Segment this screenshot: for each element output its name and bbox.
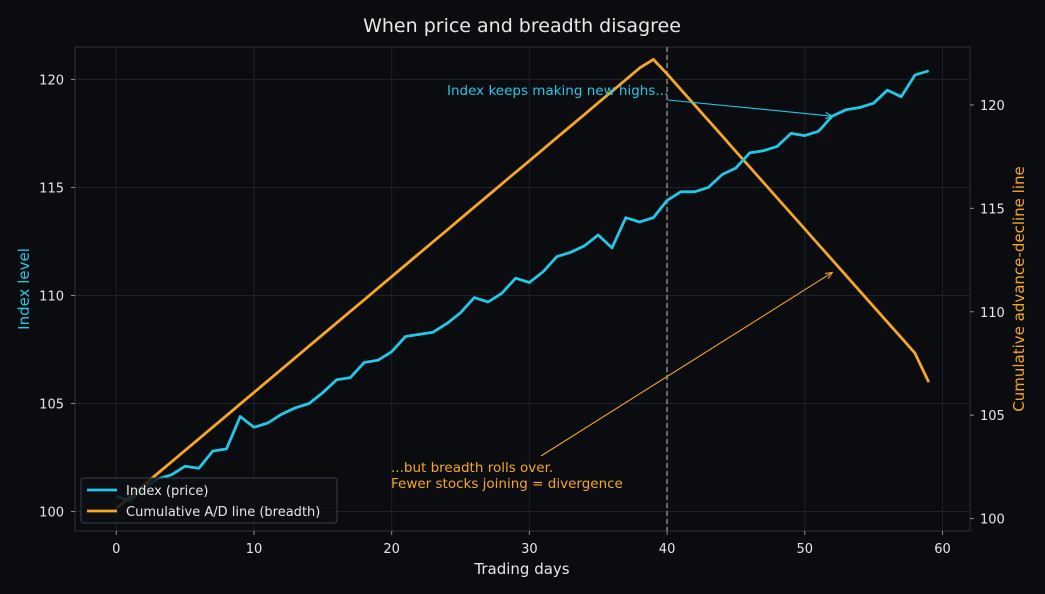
x-tick-label: 20 (383, 542, 400, 557)
y-axis-left-label: Index level (15, 248, 33, 330)
y-left-tick-label: 110 (39, 289, 64, 304)
annotation-breadth-line2: Fewer stocks joining = divergence (391, 476, 623, 492)
x-axis-label: Trading days (473, 560, 569, 578)
y-left-tick-label: 105 (39, 398, 64, 413)
grid (75, 47, 970, 531)
x-tick-label: 60 (934, 542, 951, 557)
annotation-price-arrow (667, 99, 832, 116)
y-axis-right-label: Cumulative advance-decline line (1010, 166, 1028, 411)
y-right-tick-label: 110 (980, 306, 1005, 321)
chart-title: When price and breadth disagree (363, 15, 681, 37)
annotation-price: Index keeps making new highs... (447, 83, 668, 99)
y-left-tick-label: 120 (39, 73, 64, 88)
x-tick-label: 50 (796, 542, 813, 557)
plot-frame (74, 46, 971, 532)
y-right-tick-label: 120 (980, 99, 1005, 114)
annotation-breadth-arrow (540, 272, 832, 457)
annotation-breadth-line1: ...but breadth rolls over. (391, 460, 553, 476)
y-right-tick-label: 100 (980, 513, 1005, 528)
ticks: 0 10 20 30 40 50 60 100 105 110 115 120 100 105 110 115… (39, 73, 1005, 557)
y-left-tick-label: 100 (39, 506, 64, 521)
y-right-tick-label: 115 (980, 202, 1005, 217)
x-tick-label: 0 (112, 542, 120, 557)
y-right-tick-label: 105 (980, 409, 1005, 424)
legend-label-breadth: Cumulative A/D line (breadth) (126, 505, 320, 520)
legend-label-price: Index (price) (126, 484, 208, 499)
series-breadth-line (115, 58, 930, 510)
legend: Index (price) Cumulative A/D line (bread… (80, 477, 338, 524)
series-price-line (115, 69, 930, 503)
x-tick-label: 40 (659, 542, 676, 557)
x-tick-label: 10 (246, 542, 263, 557)
legend-box (80, 477, 338, 524)
x-tick-label: 30 (521, 542, 538, 557)
y-left-tick-label: 115 (39, 181, 64, 196)
